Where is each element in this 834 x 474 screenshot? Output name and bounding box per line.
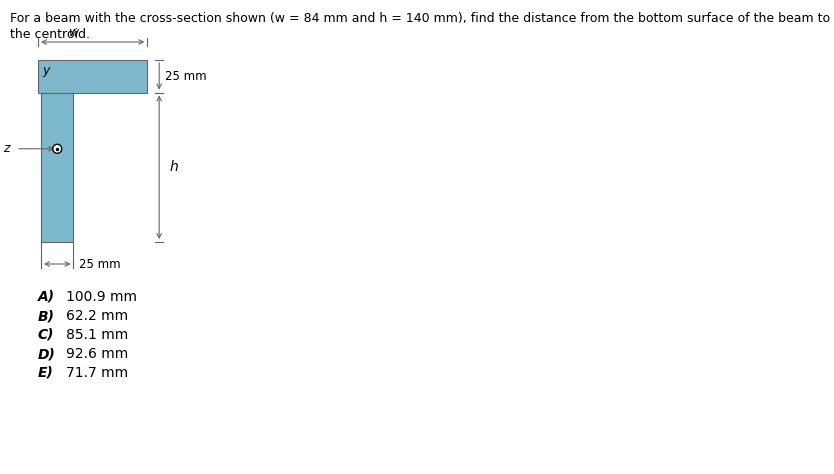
Circle shape (53, 144, 62, 153)
Text: E): E) (38, 366, 54, 380)
Text: w: w (69, 26, 79, 39)
Text: 100.9 mm: 100.9 mm (66, 290, 137, 304)
Text: the centroid.: the centroid. (10, 28, 90, 41)
Text: 25 mm: 25 mm (165, 70, 207, 83)
Text: B): B) (38, 309, 55, 323)
Text: D): D) (38, 347, 56, 361)
Text: 71.7 mm: 71.7 mm (66, 366, 128, 380)
Text: z: z (3, 142, 10, 155)
Text: 85.1 mm: 85.1 mm (66, 328, 128, 342)
Text: C): C) (38, 328, 54, 342)
Text: 92.6 mm: 92.6 mm (66, 347, 128, 361)
Text: For a beam with the cross-section shown (w = 84 mm and h = 140 mm), find the dis: For a beam with the cross-section shown … (10, 12, 830, 25)
Text: 62.2 mm: 62.2 mm (66, 309, 128, 323)
Text: 25 mm: 25 mm (79, 257, 121, 271)
Text: y: y (42, 64, 49, 77)
Bar (38, 60, 147, 92)
Text: h: h (169, 160, 178, 174)
Text: A): A) (38, 290, 55, 304)
Bar (41, 92, 73, 242)
